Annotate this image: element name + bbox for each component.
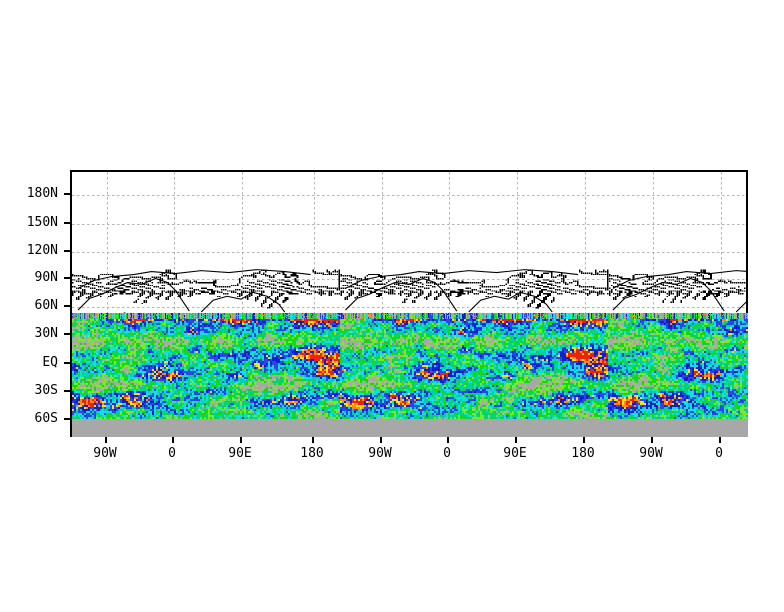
plot-frame [70,170,748,314]
coastline-outline [345,269,579,289]
y-tick-label: 120N [26,243,58,258]
y-tick-mark [64,418,71,420]
vertical-gridline [721,172,722,314]
y-tick-mark [64,193,71,195]
coastline-outline [77,277,190,312]
coastline-outline [77,269,311,289]
y-tick-mark [64,390,71,392]
y-tick-label: 180N [26,186,58,201]
vertical-gridline [107,172,108,314]
axis-left-lower [70,313,72,437]
x-tick-label: 0 [443,446,451,461]
x-tick-mark [240,437,242,443]
y-tick-mark [64,305,71,307]
x-tick-label: 90W [368,446,392,461]
x-tick-mark [447,437,449,443]
data-field-canvas [70,313,748,437]
coastline-outline [612,270,746,289]
y-tick-label: 150N [26,215,58,230]
x-tick-label: 90W [639,446,663,461]
x-tick-mark [172,437,174,443]
y-tick-label: 30S [34,383,58,398]
y-tick-mark [64,250,71,252]
x-tick-mark [719,437,721,443]
y-tick-label: EQ [42,355,58,370]
x-tick-mark [380,437,382,443]
x-tick-mark [651,437,653,443]
x-tick-mark [105,437,107,443]
horizontal-gridline [72,307,746,308]
vertical-gridline [314,172,315,314]
y-tick-label: 30N [34,326,58,341]
x-tick-label: 180 [300,446,324,461]
vertical-gridline [382,172,383,314]
y-tick-mark [64,222,71,224]
x-tick-mark [583,437,585,443]
coastline-strokes [72,269,746,314]
coastline-outline [345,277,458,312]
vertical-gridline [242,172,243,314]
vertical-gridline [174,172,175,314]
coastline-outline [612,277,725,312]
coastline-path [72,269,746,314]
y-tick-label: 60N [34,298,58,313]
vertical-gridline [449,172,450,314]
y-tick-mark [64,333,71,335]
x-tick-label: 180 [571,446,595,461]
y-tick-mark [64,277,71,279]
x-tick-label: 90W [93,446,117,461]
gridlines [72,172,746,314]
horizontal-gridline [72,224,746,225]
y-tick-mark [64,362,71,364]
data-field-panel [70,313,748,437]
vertical-gridline [585,172,586,314]
x-tick-label: 90E [228,446,252,461]
coastline-outline [735,301,746,313]
vertical-gridline [653,172,654,314]
y-tick-label: 60S [34,411,58,426]
horizontal-gridline [72,195,746,196]
x-tick-mark [515,437,517,443]
coastline-outline [468,291,553,313]
coastline-outline [200,291,286,313]
x-tick-label: 90E [503,446,527,461]
x-tick-mark [312,437,314,443]
x-tick-label: 0 [715,446,723,461]
y-tick-label: 90N [34,270,58,285]
horizontal-gridline [72,252,746,253]
vertical-gridline [517,172,518,314]
coastline-layer [72,269,746,314]
x-tick-label: 0 [168,446,176,461]
horizontal-gridline [72,279,746,280]
